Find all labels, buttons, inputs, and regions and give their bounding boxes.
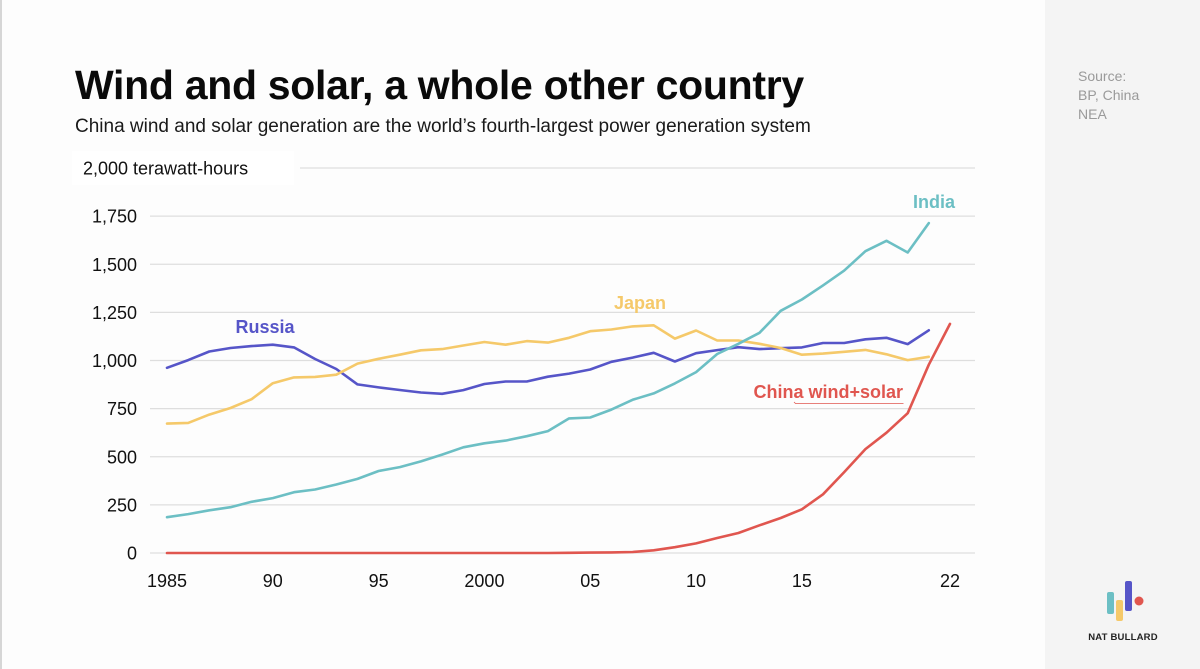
y-tick-label: 1,500 — [92, 255, 137, 275]
x-tick-label: 10 — [686, 571, 706, 591]
x-tick-label: 15 — [792, 571, 812, 591]
series-label-japan: Japan — [614, 293, 666, 313]
series-label-russia: Russia — [235, 317, 295, 337]
y-tick-label: 1,000 — [92, 351, 137, 371]
series-lines — [165, 221, 952, 555]
unit-label-group: 2,000 terawatt-hours — [72, 151, 294, 185]
slide-main-area — [2, 0, 1045, 669]
series-line-japan — [165, 323, 931, 425]
y-tick-label: 0 — [127, 544, 137, 564]
unit-label-background — [72, 151, 294, 185]
brand-logo-icon — [1107, 581, 1144, 621]
source-line: Source: — [1078, 68, 1127, 84]
x-tick-label: 2000 — [464, 571, 504, 591]
y-tick-label: 1,250 — [92, 303, 137, 323]
series-label-india: India — [913, 192, 956, 212]
unit-label: 2,000 terawatt-hours — [83, 159, 248, 179]
series-line-china-wind-solar — [165, 322, 952, 555]
y-tick-label: 500 — [107, 447, 137, 467]
x-tick-label: 90 — [263, 571, 283, 591]
line-chart: 2,000 terawatt-hours 0 250 500 750 1,000 1,25… — [72, 151, 975, 591]
y-tick-label: 750 — [107, 399, 137, 419]
page-left-border — [0, 0, 2, 669]
spellcheck-squiggle — [793, 401, 904, 404]
logo-bar-yellow — [1116, 600, 1123, 621]
source-line: NEA — [1078, 106, 1107, 122]
brand-name: NAT BULLARD — [1088, 632, 1158, 643]
chart-title: Wind and solar, a whole other country — [75, 62, 804, 108]
x-tick-label: 22 — [940, 571, 960, 591]
slide-sidebar — [1045, 0, 1200, 669]
y-axis-ticks: 0 250 500 750 1,000 1,250 1,500 1,750 — [92, 207, 137, 564]
chart-subtitle: China wind and solar generation are the … — [75, 116, 811, 137]
source-line: BP, China — [1078, 87, 1140, 103]
x-tick-label: 1985 — [147, 571, 187, 591]
logo-bar-teal — [1107, 592, 1114, 614]
y-tick-label: 1,750 — [92, 207, 137, 227]
logo-dot-red — [1134, 596, 1144, 606]
y-tick-label: 250 — [107, 495, 137, 515]
series-label-china-wind-solar: China wind+solar — [753, 382, 903, 402]
gridlines — [150, 167, 975, 554]
series-line-india — [165, 221, 931, 519]
series-labels: Russia Japan India China wind+solar — [235, 192, 956, 404]
source-note: Source: BP, China NEA — [1078, 67, 1139, 124]
x-tick-label: 95 — [369, 571, 389, 591]
x-axis-ticks: 1985 90 95 2000 05 10 15 22 — [147, 571, 960, 591]
logo-bar-blue — [1125, 581, 1132, 611]
x-tick-label: 05 — [580, 571, 600, 591]
series-line-russia — [165, 328, 931, 396]
